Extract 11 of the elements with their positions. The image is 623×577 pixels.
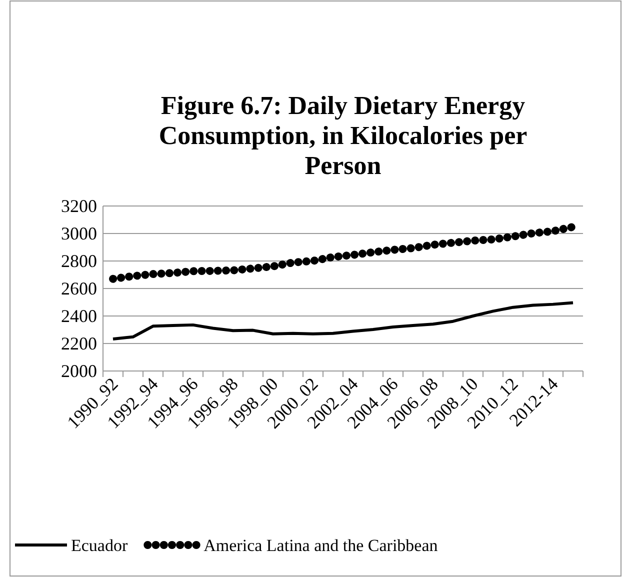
legend-label: Ecuador <box>71 536 128 555</box>
y-tick-label: 3000 <box>61 223 97 244</box>
line-series <box>112 301 574 340</box>
legend-label: America Latina and the Caribbean <box>204 536 438 555</box>
y-tick-label: 2000 <box>61 360 97 381</box>
y-tick-label: 2200 <box>61 333 97 354</box>
y-tick-label: 3200 <box>61 196 97 216</box>
y-tick-label: 2600 <box>61 278 97 298</box>
y-tick-label: 2800 <box>61 250 97 271</box>
y-tick-label: 2400 <box>61 306 97 326</box>
chart-title: Figure 6.7: Daily Dietary Energy Consumption, in Kilocalories per Person <box>158 91 528 180</box>
